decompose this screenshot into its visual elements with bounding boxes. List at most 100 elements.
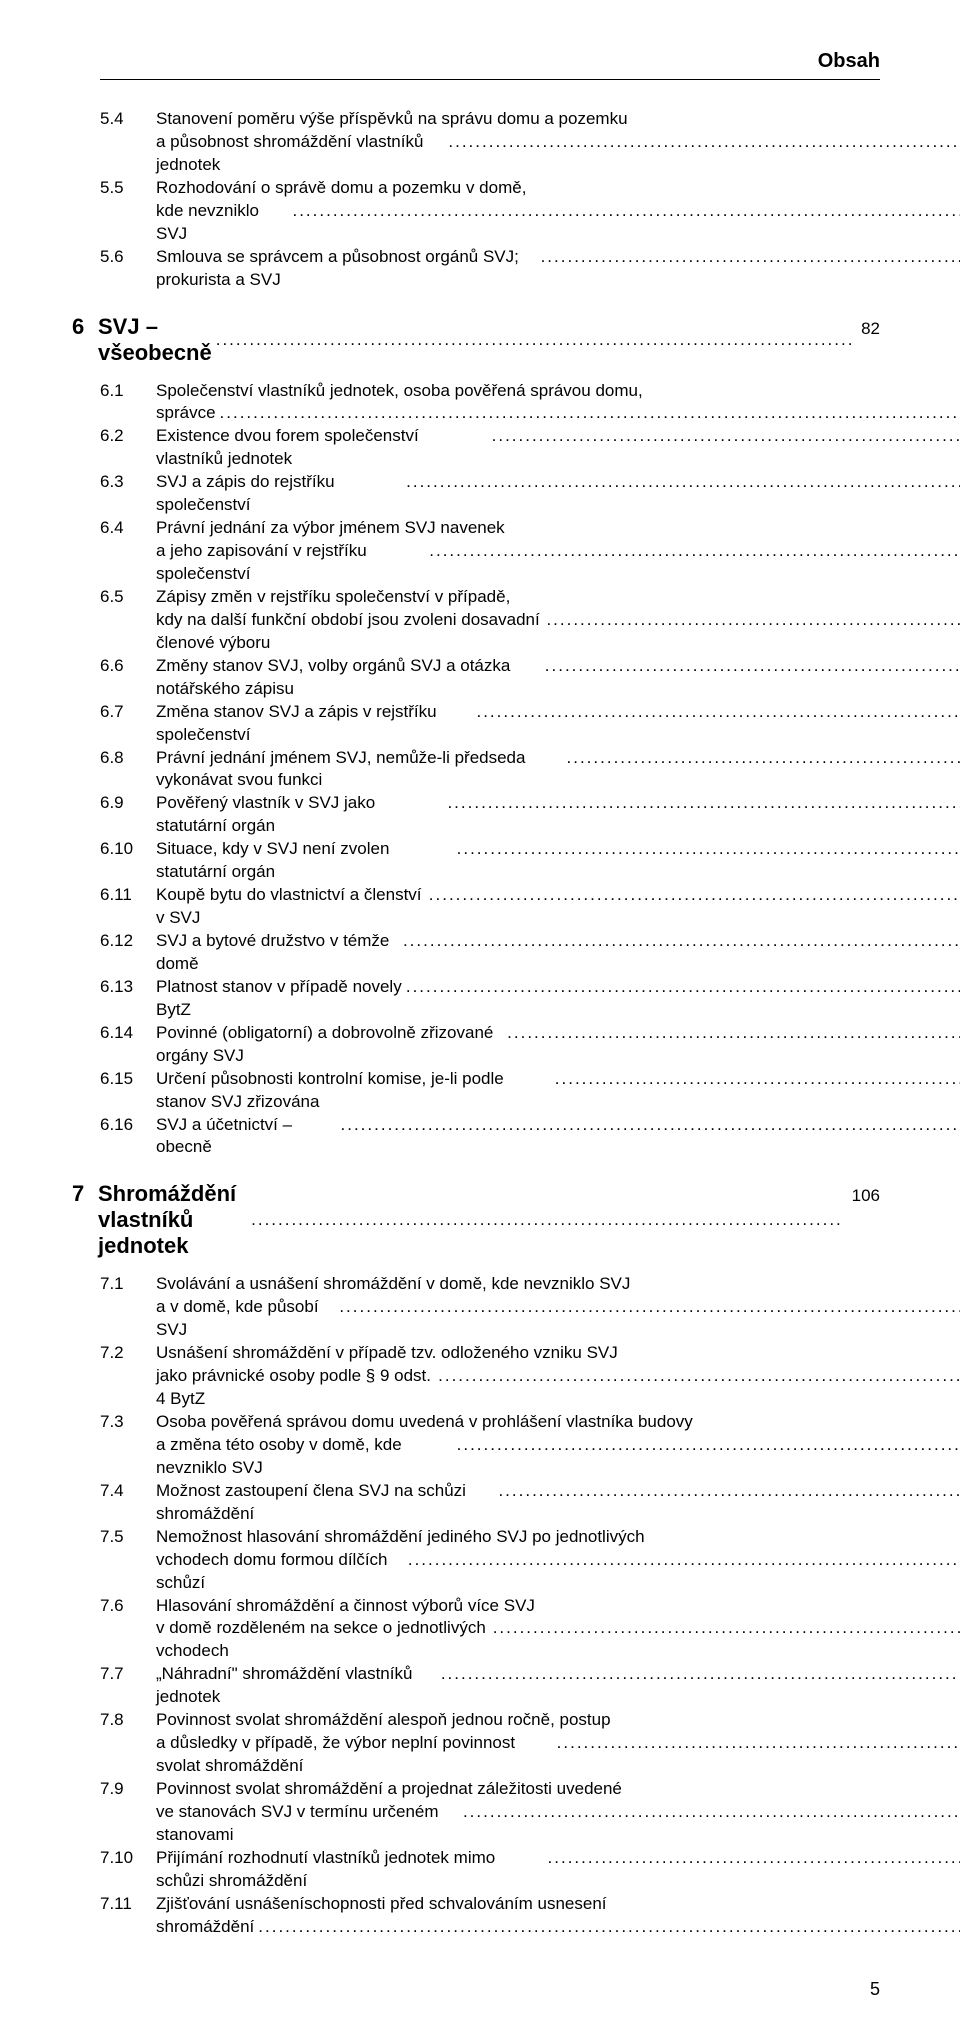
toc-number: 7.7 — [100, 1663, 156, 1686]
toc-section: 7Shromáždění vlastníků jednotek106 7.1Svo… — [100, 1181, 880, 1938]
page-header: Obsah — [100, 50, 880, 80]
toc-text: Zjišťování usnášeníschopnosti před schva… — [156, 1893, 607, 1916]
toc-number: 6.11 — [100, 884, 156, 907]
toc-leader — [408, 1549, 960, 1572]
toc-text: Hlasování shromáždění a činnost výborů v… — [156, 1595, 535, 1618]
toc-text: SVJ a zápis do rejstříku společenství — [156, 471, 402, 517]
table-of-contents: 5.4Stanovení poměru výše příspěvků na sp… — [100, 108, 880, 1939]
toc-entry: 7.11Zjišťování usnášeníschopnosti před s… — [100, 1893, 880, 1916]
toc-entry: 6.7Změna stanov SVJ a zápis v rejstříku … — [100, 701, 880, 747]
toc-text: Povinnost svolat shromáždění a projednat… — [156, 1778, 622, 1801]
toc-text: vchodech domu formou dílčích schůzí — [156, 1549, 404, 1595]
toc-number: 6.4 — [100, 517, 156, 540]
toc-entry: 5.6Smlouva se správcem a působnost orgán… — [100, 246, 880, 292]
toc-entry: 6.15Určení působnosti kontrolní komise, … — [100, 1068, 880, 1114]
toc-entry: a v domě, kde působí SVJ108 — [100, 1296, 880, 1342]
toc-entry: 7.2Usnášení shromáždění v případě tzv. o… — [100, 1342, 880, 1365]
toc-entry: 6.13Platnost stanov v případě novely Byt… — [100, 976, 880, 1022]
page-number: 5 — [100, 1979, 880, 2000]
toc-leader — [447, 792, 960, 815]
toc-leader — [463, 1801, 960, 1824]
toc-number: 6.8 — [100, 747, 156, 770]
toc-leader — [545, 655, 960, 678]
toc-text: kde nevzniklo SVJ — [156, 200, 288, 246]
toc-number: 6.12 — [100, 930, 156, 953]
toc-number: 7.8 — [100, 1709, 156, 1732]
toc-leader — [493, 1617, 960, 1640]
toc-text: Možnost zastoupení člena SVJ na schůzi s… — [156, 1480, 494, 1526]
toc-leader — [557, 1732, 960, 1755]
toc-number: 5.4 — [100, 108, 156, 131]
toc-entry: 6.11Koupě bytu do vlastnictví a členství… — [100, 884, 880, 930]
toc-text: Svolávání a usnášení shromáždění v domě,… — [156, 1273, 630, 1296]
toc-entry: 6.3SVJ a zápis do rejstříku společenství… — [100, 471, 880, 517]
toc-entry: 6.1Společenství vlastníků jednotek, osob… — [100, 380, 880, 403]
toc-chapter-header: 6SVJ – všeobecně82 — [100, 314, 880, 366]
toc-text: a působnost shromáždění vlastníků jednot… — [156, 131, 444, 177]
toc-leader — [457, 838, 960, 861]
toc-text: kdy na další funkční období jsou zvoleni… — [156, 609, 542, 655]
toc-number: 6.7 — [100, 701, 156, 724]
toc-leader — [492, 425, 960, 448]
toc-text: Právní jednání za výbor jménem SVJ naven… — [156, 517, 505, 540]
toc-entry: 7.9Povinnost svolat shromáždění a projed… — [100, 1778, 880, 1801]
toc-text: v domě rozděleném na sekce o jednotlivýc… — [156, 1617, 489, 1663]
toc-entry: 7.1Svolávání a usnášení shromáždění v do… — [100, 1273, 880, 1296]
toc-number: 6.13 — [100, 976, 156, 999]
toc-number: 7.3 — [100, 1411, 156, 1434]
toc-leader — [429, 884, 960, 907]
toc-leader — [507, 1022, 960, 1045]
toc-entry: 6.12SVJ a bytové družstvo v témže domě99 — [100, 930, 880, 976]
toc-text: SVJ a bytové družstvo v témže domě — [156, 930, 399, 976]
toc-number: 7.6 — [100, 1595, 156, 1618]
toc-page: 82 — [855, 319, 880, 339]
toc-number: 6.3 — [100, 471, 156, 494]
toc-text: Povinnost svolat shromáždění alespoň jed… — [156, 1709, 611, 1732]
toc-entry: v domě rozděleném na sekce o jednotlivýc… — [100, 1617, 880, 1663]
toc-text: a důsledky v případě, že výbor neplní po… — [156, 1732, 553, 1778]
toc-leader — [258, 1916, 960, 1939]
toc-text: Usnášení shromáždění v případě tzv. odlo… — [156, 1342, 618, 1365]
toc-entry: 7.5Nemožnost hlasování shromáždění jedin… — [100, 1526, 880, 1549]
toc-leader — [339, 1296, 960, 1319]
toc-number: 5.6 — [100, 246, 156, 269]
toc-entry: 5.5Rozhodování o správě domu a pozemku v… — [100, 177, 880, 200]
toc-entry: vchodech domu formou dílčích schůzí117 — [100, 1549, 880, 1595]
toc-text: Právní jednání jménem SVJ, nemůže-li pře… — [156, 747, 563, 793]
toc-leader — [429, 540, 960, 563]
toc-number: 7.5 — [100, 1526, 156, 1549]
toc-chapter-header: 7Shromáždění vlastníků jednotek106 — [100, 1181, 880, 1259]
toc-text: a změna této osoby v domě, kde nevzniklo… — [156, 1434, 453, 1480]
toc-text: a v domě, kde působí SVJ — [156, 1296, 335, 1342]
toc-entry: 7.10Přijímání rozhodnutí vlastníků jedno… — [100, 1847, 880, 1893]
toc-entry: 6.14Povinné (obligatorní) a dobrovolně z… — [100, 1022, 880, 1068]
toc-entry: a důsledky v případě, že výbor neplní po… — [100, 1732, 880, 1778]
toc-text: Přijímání rozhodnutí vlastníků jednotek … — [156, 1847, 544, 1893]
toc-entry: a změna této osoby v domě, kde nevzniklo… — [100, 1434, 880, 1480]
toc-text: Určení působnosti kontrolní komise, je-l… — [156, 1068, 551, 1114]
toc-entry: shromáždění128 — [100, 1916, 880, 1939]
toc-text: Smlouva se správcem a působnost orgánů S… — [156, 246, 537, 292]
toc-leader — [292, 200, 960, 223]
toc-text: Osoba pověřená správou domu uvedená v pr… — [156, 1411, 693, 1434]
toc-number: 6.2 — [100, 425, 156, 448]
toc-number: 6.1 — [100, 380, 156, 403]
toc-text: Pověřený vlastník v SVJ jako statutární … — [156, 792, 443, 838]
toc-text: shromáždění — [156, 1916, 254, 1939]
toc-number: 6.5 — [100, 586, 156, 609]
toc-text: Společenství vlastníků jednotek, osoba p… — [156, 380, 643, 403]
toc-entry: a jeho zapisování v rejstříku společenst… — [100, 540, 880, 586]
toc-entry: jako právnické osoby podle § 9 odst. 4 B… — [100, 1365, 880, 1411]
chapter-title: SVJ – všeobecně — [98, 314, 212, 366]
toc-entry: kdy na další funkční období jsou zvoleni… — [100, 609, 880, 655]
toc-entry: 6.16SVJ a účetnictví – obecně104 — [100, 1114, 880, 1160]
chapter-number: 7 — [72, 1181, 98, 1207]
toc-leader — [555, 1068, 960, 1091]
toc-leader — [548, 1847, 960, 1870]
toc-entry: 5.4Stanovení poměru výše příspěvků na sp… — [100, 108, 880, 131]
toc-text: Platnost stanov v případě novely BytZ — [156, 976, 402, 1022]
toc-text: Povinné (obligatorní) a dobrovolně zřizo… — [156, 1022, 503, 1068]
toc-text: Situace, kdy v SVJ není zvolen statutárn… — [156, 838, 453, 884]
toc-entry: 6.2Existence dvou forem společenství vla… — [100, 425, 880, 471]
toc-entry: ve stanovách SVJ v termínu určeném stano… — [100, 1801, 880, 1847]
